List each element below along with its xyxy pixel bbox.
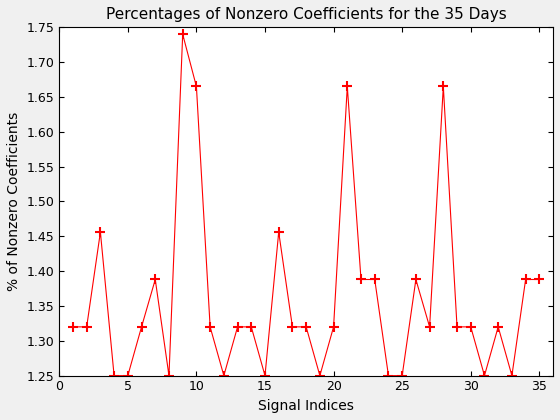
Y-axis label: % of Nonzero Coefficients: % of Nonzero Coefficients — [7, 112, 21, 291]
X-axis label: Signal Indices: Signal Indices — [258, 399, 354, 413]
Title: Percentages of Nonzero Coefficients for the 35 Days: Percentages of Nonzero Coefficients for … — [106, 7, 507, 22]
